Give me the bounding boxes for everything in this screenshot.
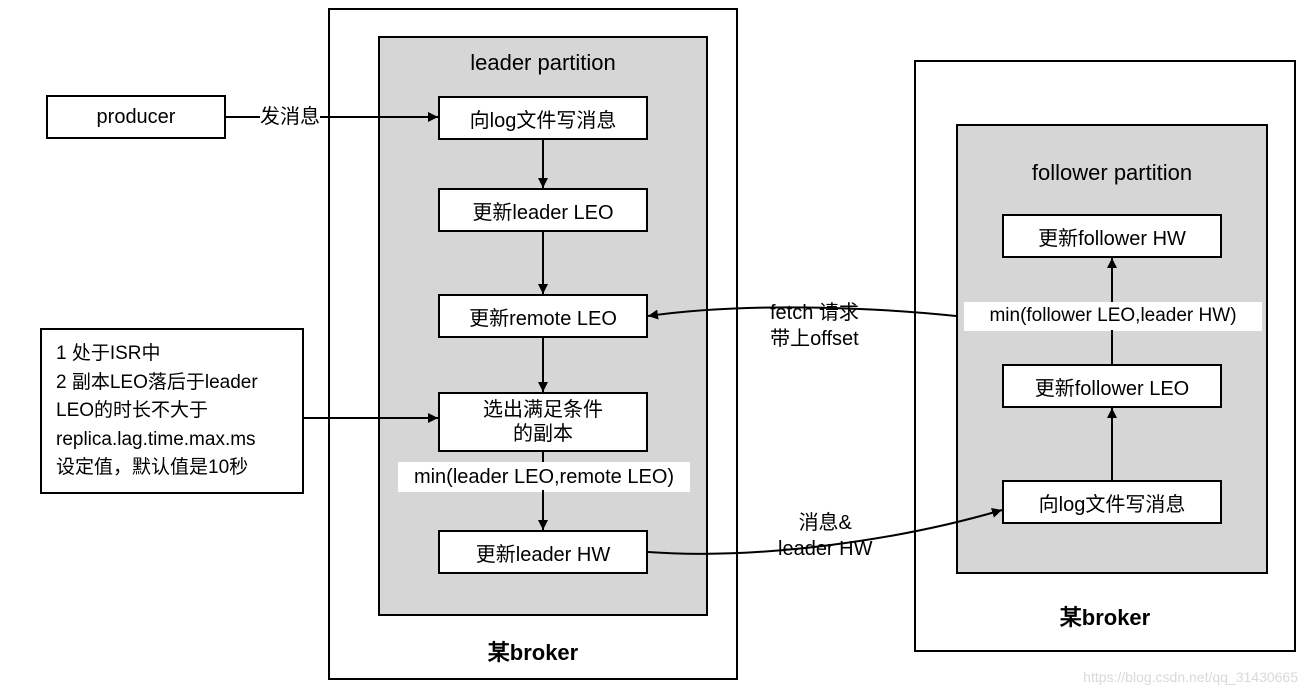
- left-pick-replica: 选出满足条件 的副本: [438, 392, 648, 452]
- watermark: https://blog.csdn.net/qq_31430665: [1083, 669, 1298, 685]
- left-update-leader-hw: 更新leader HW: [438, 530, 648, 574]
- edge-fetch-label: fetch 请求 带上offset: [770, 300, 859, 352]
- edge-producer-label: 发消息: [260, 104, 320, 130]
- left-update-leader-leo: 更新leader LEO: [438, 188, 648, 232]
- left-min-label: min(leader LEO,remote LEO): [398, 462, 690, 492]
- isr-l3: LEO的时长不大于: [56, 397, 288, 426]
- isr-l4: replica.lag.time.max.ms: [56, 426, 288, 455]
- isr-l1: 1 处于ISR中: [56, 340, 288, 369]
- edge-msg-hw-l1: 消息&: [778, 510, 872, 536]
- right-min-label: min(follower LEO,leader HW): [964, 302, 1262, 331]
- right-update-follower-leo: 更新follower LEO: [1002, 364, 1222, 408]
- follower-partition-title: follower partition: [956, 160, 1268, 186]
- left-update-remote-leo: 更新remote LEO: [438, 294, 648, 338]
- left-broker-caption: 某broker: [328, 635, 738, 667]
- isr-note-box: 1 处于ISR中 2 副本LEO落后于leader LEO的时长不大于 repl…: [40, 328, 304, 494]
- pick-replica-line1: 选出满足条件: [483, 398, 603, 422]
- edge-msg-hw-label: 消息& leader HW: [778, 510, 872, 562]
- left-write-log: 向log文件写消息: [438, 96, 648, 140]
- right-broker-caption: 某broker: [914, 600, 1296, 632]
- producer-box: producer: [46, 95, 226, 139]
- edge-fetch-l2: 带上offset: [770, 326, 859, 352]
- isr-l2: 2 副本LEO落后于leader: [56, 369, 288, 398]
- right-write-log: 向log文件写消息: [1002, 480, 1222, 524]
- pick-replica-line2: 的副本: [513, 422, 573, 446]
- edge-fetch-l1: fetch 请求: [770, 300, 859, 326]
- leader-partition-title: leader partition: [378, 50, 708, 76]
- right-update-follower-hw: 更新follower HW: [1002, 214, 1222, 258]
- edge-msg-hw-l2: leader HW: [778, 536, 872, 562]
- isr-l5: 设定值，默认值是10秒: [56, 454, 288, 483]
